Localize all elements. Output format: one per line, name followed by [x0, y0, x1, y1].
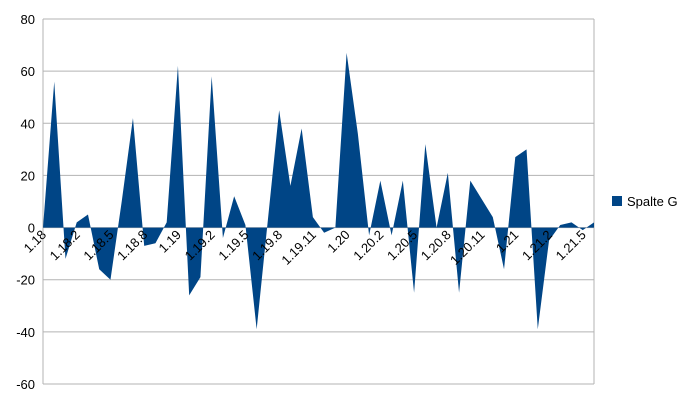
legend-label: Spalte G — [627, 194, 678, 209]
x-tick-label: 1.20.2 — [350, 227, 386, 263]
y-tick-label: -60 — [16, 377, 35, 392]
legend-swatch — [612, 196, 622, 206]
x-tick-label: 1.20.11 — [447, 227, 488, 268]
x-tick-label: 1.21.5 — [553, 227, 589, 263]
y-tick-label: -20 — [16, 273, 35, 288]
x-tick-label: 1.18 — [21, 227, 50, 256]
y-tick-label: 20 — [21, 168, 35, 183]
y-tick-label: -40 — [16, 325, 35, 340]
x-tick-label: 1.19.5 — [215, 227, 251, 263]
y-tick-label: 40 — [21, 116, 35, 131]
y-tick-label: 60 — [21, 64, 35, 79]
x-tick-label: 1.20 — [324, 227, 353, 256]
y-tick-label: 0 — [28, 221, 35, 236]
x-tick-label: 1.19.11 — [278, 227, 319, 268]
area — [43, 52, 594, 330]
y-tick-label: 80 — [21, 12, 35, 27]
